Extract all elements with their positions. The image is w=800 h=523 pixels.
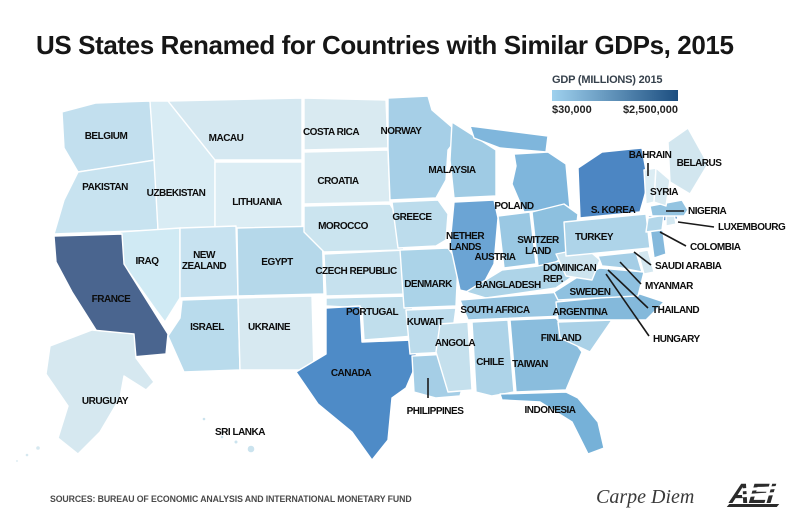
- callout-label-massachusetts: NIGERIA: [688, 206, 726, 217]
- state-new-hampshire: [653, 167, 671, 207]
- leader-line-thailand: [607, 269, 649, 309]
- state-maine: [667, 127, 709, 195]
- state-label-georgia: TAIWAN: [512, 359, 548, 370]
- legend-max-label: $2,500,000: [622, 104, 678, 116]
- state-label-maine: BELARUS: [677, 158, 723, 169]
- state-label-nebraska: MOROCCO: [318, 221, 369, 232]
- state-label-pennsylvania: TURKEY: [575, 232, 614, 243]
- state-montana: [167, 97, 303, 161]
- leader-line-luxembourg: [677, 221, 715, 228]
- state-iowa: [391, 199, 449, 249]
- state-missouri: [399, 247, 459, 309]
- state-wyoming: [214, 161, 303, 231]
- state-indiana: [497, 211, 537, 269]
- hawaii-island: [246, 444, 256, 454]
- state-michigan-upper: [469, 125, 549, 153]
- state-alaska: [45, 329, 155, 455]
- state-label-south-carolina: FINLAND: [541, 333, 582, 344]
- hawaii-island: [219, 434, 225, 440]
- state-label-michigan: POLAND: [494, 201, 534, 212]
- state-label-oregon: PAKISTAN: [82, 182, 128, 193]
- state-north-dakota: [303, 97, 389, 151]
- aei-logo: AEI: [726, 478, 794, 512]
- state-label-tennessee: SOUTH AFRICA: [460, 305, 529, 316]
- state-label-texas: CANADA: [331, 368, 372, 379]
- state-label-missouri: DENMARK: [404, 279, 453, 290]
- state-pennsylvania: [563, 213, 651, 257]
- callout-label-rhode-island: LUXEMBOURG: [718, 222, 786, 233]
- page-title: US States Renamed for Countries with Sim…: [36, 30, 734, 60]
- alaska-island: [34, 444, 42, 452]
- alaska-island: [14, 458, 20, 464]
- state-label-new-hampshire: SYRIA: [650, 187, 678, 198]
- state-label-illinois: NETHER LANDS: [446, 231, 485, 253]
- state-label-california: FRANCE: [92, 294, 131, 305]
- state-label-colorado: EGYPT: [261, 257, 293, 268]
- state-label-mississippi: ANGOLA: [435, 338, 476, 349]
- legend-gradient-bar: [552, 90, 678, 101]
- state-california: [53, 233, 169, 359]
- state-label-kansas: CZECH REPUBLIC: [315, 266, 397, 277]
- state-label-nevada: IRAQ: [136, 256, 160, 267]
- state-label-north-dakota: COSTA RICA: [303, 127, 359, 138]
- state-label-new-york: S. KOREA: [591, 205, 636, 216]
- leader-line-myanmar: [619, 261, 642, 285]
- state-connecticut: [645, 214, 665, 233]
- state-label-alabama: CHILE: [476, 357, 504, 368]
- hawaii-island: [201, 416, 207, 422]
- state-colorado: [236, 225, 325, 297]
- sources-note: SOURCES: BUREAU OF ECONOMIC ANALYSIS AND…: [50, 494, 412, 504]
- state-label-hawaii: SRI LANKA: [215, 427, 265, 438]
- state-label-ohio: SWITZER LAND: [517, 235, 560, 257]
- state-label-idaho: UZBEKISTAN: [147, 188, 206, 199]
- carpe-diem-credit: Carpe Diem: [596, 486, 695, 508]
- state-label-west-virginia: DOMINICAN REP.: [543, 263, 597, 285]
- state-label-oklahoma: PORTUGAL: [346, 307, 399, 318]
- state-label-arizona: ISRAEL: [190, 322, 224, 333]
- state-label-minnesota: NORWAY: [381, 126, 423, 137]
- state-arizona: [167, 297, 241, 373]
- hawaii-island: [233, 439, 239, 445]
- callout-label-maryland: THAILAND: [652, 305, 699, 316]
- state-label-virginia: SWEDEN: [570, 287, 611, 298]
- leader-line-colombia: [659, 231, 687, 247]
- state-florida: [499, 391, 605, 455]
- state-label-iowa: GREECE: [392, 212, 432, 223]
- state-label-new-mexico: UKRAINE: [248, 322, 291, 333]
- state-texas: [295, 305, 419, 461]
- state-wisconsin: [449, 121, 497, 199]
- gdp-legend: GDP (MILLIONS) 2015 $30,000 $2,500,000: [552, 74, 680, 116]
- state-label-washington: BELGIUM: [85, 131, 128, 142]
- state-mississippi: [435, 321, 473, 393]
- state-label-indiana: AUSTRIA: [475, 252, 516, 263]
- state-label-arkansas: KUWAIT: [407, 317, 444, 328]
- state-label-utah: NEW ZEALAND: [182, 250, 227, 272]
- callout-label-dc: HUNGARY: [653, 334, 701, 345]
- alaska-island: [24, 452, 30, 458]
- state-label-north-carolina: ARGENTINA: [553, 307, 608, 318]
- state-minnesota: [387, 95, 461, 201]
- legend-title: GDP (MILLIONS) 2015: [552, 74, 663, 86]
- state-label-south-dakota: CROATIA: [317, 176, 359, 187]
- callout-label-delaware: MYANMAR: [645, 281, 694, 292]
- state-label-kentucky: BANGLADESH: [475, 280, 541, 291]
- state-new-mexico: [237, 295, 315, 371]
- state-massachusetts: [649, 199, 689, 217]
- state-label-louisiana: PHILIPPINES: [407, 406, 465, 417]
- callout-label-vermont: BAHRAIN: [629, 150, 672, 161]
- state-south-dakota: [303, 149, 391, 205]
- leader-line-saudi-arabia: [633, 251, 652, 266]
- state-label-wisconsin: MALAYSIA: [428, 165, 476, 176]
- state-label-montana: MACAU: [209, 133, 244, 144]
- callout-label-connecticut: COLOMBIA: [690, 242, 741, 253]
- leader-line-hungary: [605, 273, 650, 337]
- state-label-wyoming: LITHUANIA: [232, 197, 282, 208]
- callout-label-new-jersey: SAUDI ARABIA: [655, 261, 722, 272]
- state-oregon: [53, 159, 159, 235]
- legend-min-label: $30,000: [552, 104, 592, 116]
- state-label-alaska: URUGUAY: [82, 396, 129, 407]
- state-label-florida: INDONESIA: [524, 405, 575, 416]
